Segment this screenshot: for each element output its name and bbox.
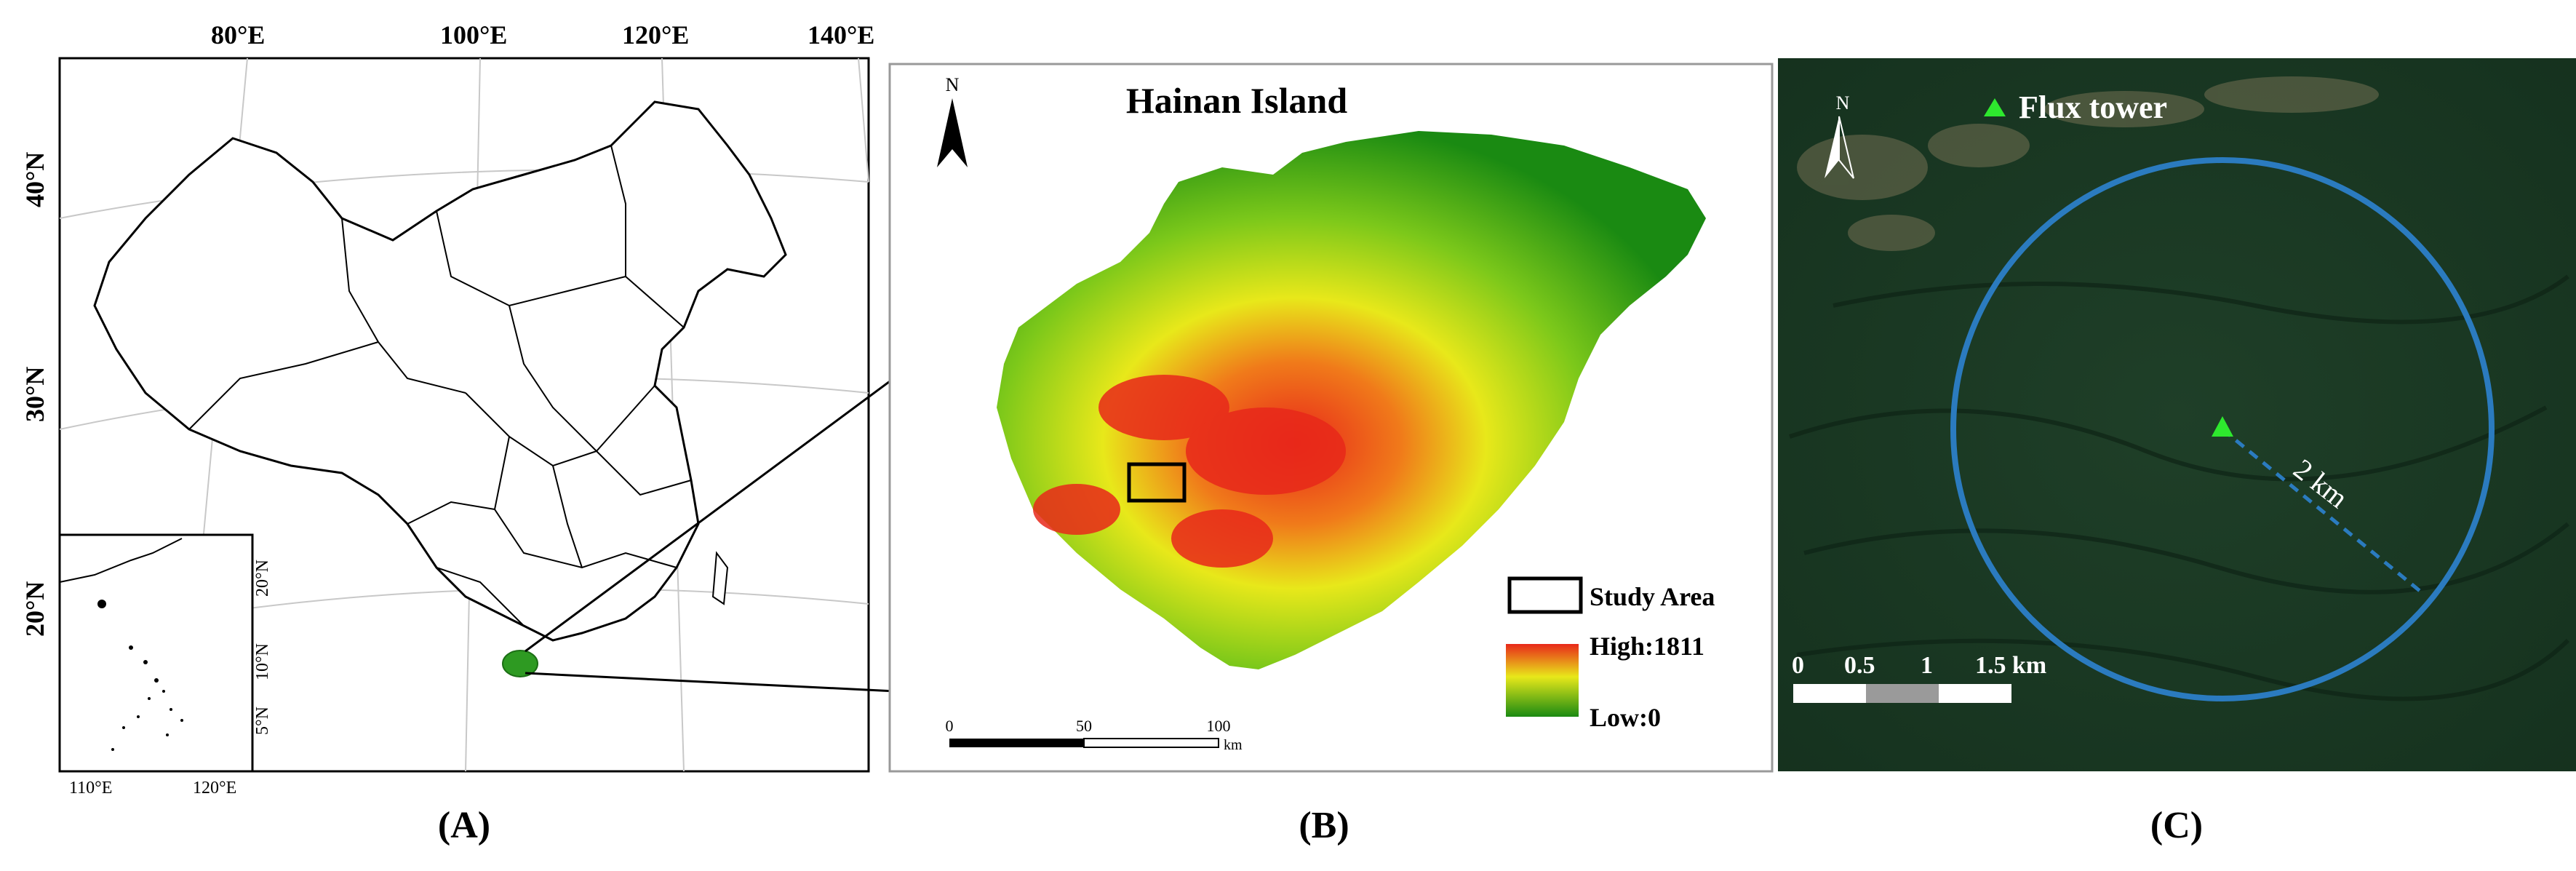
panel-c-satellite: 2 km N Flux tower 0 0.5 1 1.5 km	[1778, 58, 2576, 771]
lat-label-30n: 30°N	[20, 367, 49, 422]
north-arrow-icon	[937, 98, 968, 167]
inset-coastline	[59, 538, 183, 583]
inset-lon-label-120e: 120°E	[193, 779, 236, 798]
legend-high-label: High:1811	[1590, 632, 1704, 661]
scalebar-tick-100: 100	[1207, 717, 1231, 735]
lon-label-80e: 80°E	[211, 20, 265, 49]
legend-low-label: Low:0	[1590, 703, 1661, 732]
caption-b: (B)	[1299, 805, 1349, 846]
legend-elevation-ramp	[1506, 644, 1579, 717]
scalebar-c-tick-0-5: 0.5	[1844, 652, 1875, 679]
lat-label-40n: 40°N	[20, 152, 49, 207]
lon-label-100e: 100°E	[440, 20, 507, 49]
buffer-circle	[1950, 157, 2495, 701]
hainan-highlight	[502, 650, 538, 677]
north-arrow-c-outline-icon	[1838, 116, 1854, 179]
scalebar-c-seg2	[1866, 684, 1939, 703]
high-elevation-zones	[1033, 375, 1346, 568]
scalebar-tick-50: 50	[1076, 717, 1092, 735]
scalebar-white	[1083, 738, 1219, 748]
inset-lat-label-5n: 5°N	[253, 707, 272, 735]
legend-study-area-swatch	[1507, 576, 1583, 614]
legend-flux-tower-icon	[1984, 98, 2006, 116]
south-china-sea-inset	[58, 533, 254, 773]
terrain-texture	[1789, 274, 2570, 701]
cleared-areas	[1797, 76, 2379, 251]
panel-a-map: 20°N 10°N 5°N 110°E 120°E 80°E 100°E 120…	[20, 20, 874, 798]
scalebar-black	[949, 739, 1084, 747]
scalebar-c-tick-1-5: 1.5 km	[1975, 652, 2046, 679]
scalebar-c-tick-1: 1	[1921, 652, 1933, 679]
radius-line	[2221, 428, 2424, 594]
lon-label-140e: 140°E	[808, 20, 874, 49]
scalebar-tick-0: 0	[946, 717, 954, 735]
flux-tower-icon	[2212, 416, 2233, 437]
lat-label-20n: 20°N	[20, 581, 49, 637]
scalebar-c-tick-0: 0	[1792, 652, 1804, 679]
inset-lat-label-10n: 10°N	[253, 643, 272, 680]
province-boundaries	[188, 145, 692, 627]
north-label-c: N	[1836, 92, 1850, 114]
panel-b-map: Hainan Island N Study Area High:1811 Low…	[888, 63, 1774, 773]
inset-islands	[97, 600, 183, 751]
legend-study-area-label: Study Area	[1590, 582, 1715, 611]
caption-a: (A)	[437, 805, 491, 846]
north-label-b: N	[946, 74, 960, 95]
scalebar-c-seg1	[1793, 684, 1866, 703]
scalebar-unit: km	[1224, 737, 1243, 753]
inset-lat-label-20n: 20°N	[253, 560, 272, 597]
caption-c: (C)	[2150, 805, 2204, 846]
north-arrow-c-icon	[1825, 116, 1839, 178]
scalebar-c-seg3	[1939, 684, 2011, 703]
taiwan-outline	[711, 551, 729, 605]
map-title: Hainan Island	[1126, 80, 1348, 121]
study-area-box	[1127, 462, 1187, 503]
inset-lon-label-110e: 110°E	[69, 779, 112, 798]
lon-label-120e: 120°E	[622, 20, 689, 49]
legend-flux-tower-label: Flux tower	[2019, 90, 2167, 125]
